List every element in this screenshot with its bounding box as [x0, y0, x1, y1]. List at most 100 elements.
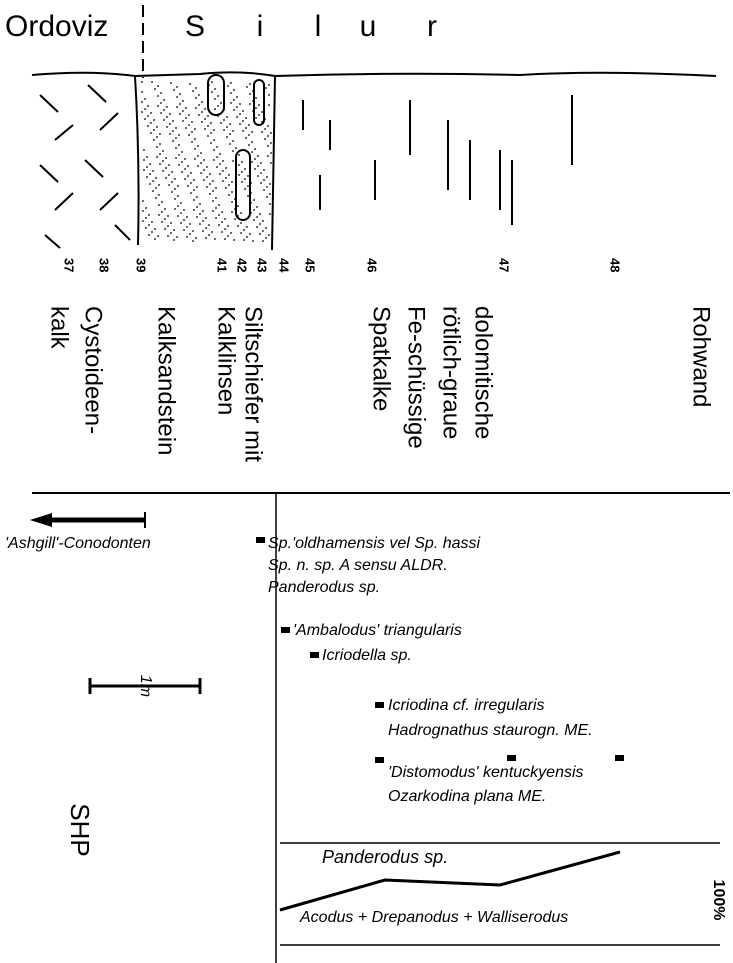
dot	[156, 126, 158, 128]
dot	[153, 139, 155, 141]
dot	[143, 159, 145, 161]
sample-number: 39	[134, 258, 149, 272]
system-letter: S	[185, 10, 205, 43]
dot	[267, 145, 269, 147]
arrow	[30, 512, 145, 528]
dot	[256, 206, 258, 208]
dot	[145, 227, 147, 229]
dot	[194, 128, 196, 130]
dot	[189, 223, 191, 225]
dot	[178, 144, 180, 146]
dot	[221, 211, 223, 213]
dot	[183, 229, 185, 231]
lithology-label: Cystoideen-	[80, 306, 107, 434]
dot	[229, 123, 231, 125]
conodont-label: Sp. n. sp. A sensu ALDR.	[268, 557, 448, 574]
dot	[215, 217, 217, 219]
dot	[193, 209, 195, 211]
dot	[215, 207, 217, 209]
dot	[249, 233, 251, 235]
dot	[253, 199, 255, 201]
dot	[158, 214, 160, 216]
dot	[211, 81, 213, 83]
dot	[149, 173, 151, 175]
dot	[263, 179, 265, 181]
dot	[219, 153, 221, 155]
sample-number: 41	[215, 258, 230, 272]
dot	[260, 172, 262, 174]
dot	[181, 171, 183, 173]
dot	[245, 127, 247, 129]
dot	[262, 240, 264, 242]
conodont-label: 'Distomodus' kentuckyensis	[388, 764, 584, 781]
dot	[164, 208, 166, 210]
dot	[151, 221, 153, 223]
symbol-label: SHP	[65, 803, 95, 856]
dot	[270, 162, 272, 164]
dot	[156, 146, 158, 148]
dot	[225, 167, 227, 169]
system-letter: l	[315, 10, 322, 43]
dot	[220, 122, 222, 124]
dot	[268, 104, 270, 106]
dot	[237, 225, 239, 227]
dot	[162, 150, 164, 152]
dot	[246, 236, 248, 238]
dot	[248, 134, 250, 136]
dot	[212, 180, 214, 182]
dot	[195, 97, 197, 99]
dot	[232, 140, 234, 142]
dot	[264, 128, 266, 130]
dot	[224, 228, 226, 230]
dot	[159, 153, 161, 155]
dot	[218, 214, 220, 216]
dot	[230, 92, 232, 94]
lithology-label: Kalksandstein	[153, 306, 180, 455]
dot	[214, 238, 216, 240]
dot	[259, 213, 261, 215]
dot	[214, 88, 216, 90]
dot	[258, 114, 260, 116]
dot	[200, 152, 202, 154]
dot	[222, 180, 224, 182]
dot	[152, 190, 154, 192]
dot	[146, 166, 148, 168]
dot	[176, 86, 178, 88]
dot	[141, 91, 143, 93]
dot	[147, 115, 149, 117]
dot	[239, 123, 241, 125]
dot	[170, 82, 172, 84]
dot	[238, 154, 240, 156]
dot	[191, 141, 193, 143]
dot	[141, 111, 143, 113]
dot	[266, 186, 268, 188]
dot	[253, 209, 255, 211]
dot	[241, 181, 243, 183]
dot	[219, 173, 221, 175]
dot	[267, 135, 269, 137]
dot	[171, 181, 173, 183]
dot	[158, 204, 160, 206]
dot	[180, 212, 182, 214]
lithology-label: dolomitische	[470, 306, 497, 439]
dot	[167, 225, 169, 227]
dot	[241, 161, 243, 163]
dot	[247, 175, 249, 177]
dot	[181, 161, 183, 163]
dot	[225, 187, 227, 189]
dot	[156, 156, 158, 158]
dot	[154, 238, 156, 240]
dot	[145, 217, 147, 219]
dot	[157, 235, 159, 237]
dot	[221, 221, 223, 223]
dot	[270, 132, 272, 134]
dot	[203, 159, 205, 161]
dot	[232, 160, 234, 162]
dot	[238, 164, 240, 166]
dot	[263, 189, 265, 191]
conodont-label: Sp.'oldhamensis vel Sp. hassi	[268, 535, 481, 552]
dot	[168, 164, 170, 166]
dot	[147, 125, 149, 127]
abundance-label: Acodus + Drepanodus + Walliserodus	[299, 909, 568, 926]
